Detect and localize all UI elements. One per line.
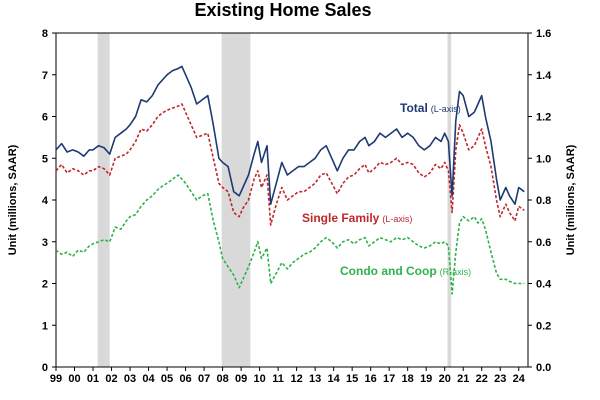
left-tick-label-7: 7 [42,70,48,82]
x-tick-label-5: 04 [142,373,155,385]
x-tick-label-3: 02 [105,373,117,385]
x-tick-label-24: 23 [494,373,506,385]
series-axis-note-condo-coop: (R-axis) [440,267,472,277]
series-name-single-family: Single Family [302,211,380,225]
plot-frame [55,32,529,368]
x-tick-label-25: 24 [513,373,526,385]
x-tick-label-20: 19 [420,373,432,385]
right-tick-label-7: 1.4 [536,70,552,82]
x-tick-label-23: 22 [476,373,488,385]
right-tick-label-8: 1.6 [536,28,551,40]
right-tick-label-2: 0.4 [536,279,552,291]
x-tick-label-10: 09 [235,373,247,385]
right-tick-label-6: 1.2 [536,112,551,124]
x-tick-label-22: 21 [457,373,469,385]
recession-band-2 [447,33,452,367]
series-axis-note-total: (L-axis) [431,104,461,114]
right-axis-label: Unit (millions, SAAR) [565,144,577,255]
left-tick-label-5: 5 [42,153,48,165]
x-tick-label-11: 10 [253,373,265,385]
x-tick-label-19: 18 [402,373,414,385]
series-name-condo-coop: Condo and Coop [340,264,437,278]
x-tick-label-18: 17 [383,373,395,385]
chart-title: Existing Home Sales [194,0,371,20]
series-axis-note-single-family: (L-axis) [382,214,412,224]
x-tick-label-6: 05 [161,373,173,385]
x-tick-label-1: 00 [68,373,80,385]
x-tick-label-8: 07 [198,373,210,385]
left-tick-label-3: 3 [42,237,48,249]
right-axis-ticks: 0.0 0.2 0.4 0.6 0.8 1.0 1.2 1.4 1.6 [528,28,552,374]
right-tick-label-0: 0.0 [536,362,551,374]
right-tick-label-4: 0.8 [536,195,551,207]
x-tick-label-9: 08 [216,373,228,385]
series-line-total [55,65,525,205]
left-tick-label-8: 8 [42,28,48,40]
series-line-condo-and-coop [55,174,525,295]
recession-band-1 [221,33,251,367]
left-axis-label: Unit (millions, SAAR) [7,144,19,255]
x-tick-label-4: 03 [124,373,136,385]
left-tick-label-4: 4 [42,195,49,207]
x-tick-label-21: 20 [439,373,451,385]
recession-shading [97,33,452,367]
left-tick-label-6: 6 [42,112,48,124]
series-line-single-family [55,103,525,226]
series-name-total: Total [400,101,428,115]
series-label-total: Total (L-axis) [400,101,461,115]
series-lines [55,65,525,295]
x-tick-label-12: 11 [272,373,284,385]
left-tick-label-0: 0 [42,362,48,374]
x-tick-label-0: 99 [50,373,62,385]
x-tick-label-2: 01 [87,373,99,385]
x-tick-label-7: 06 [179,373,191,385]
x-tick-label-15: 14 [328,373,341,385]
x-tick-label-13: 12 [291,373,303,385]
x-tick-label-16: 15 [346,373,358,385]
series-label-single-family: Single Family (L-axis) [302,211,412,225]
x-axis-ticks: 99 00 01 02 03 04 05 06 07 08 09 10 11 12 13 14 15 16 17 18… [50,367,526,385]
left-tick-label-1: 1 [42,320,48,332]
right-tick-label-1: 0.2 [536,320,551,332]
right-tick-label-5: 1.0 [536,153,551,165]
recession-band-0 [97,33,110,367]
series-label-condo-coop: Condo and Coop (R-axis) [340,264,471,278]
left-axis-ticks: 0 1 2 3 4 5 6 7 8 [42,28,56,374]
x-tick-label-17: 16 [365,373,377,385]
left-tick-label-2: 2 [42,279,48,291]
right-tick-label-3: 0.6 [536,237,551,249]
x-tick-label-14: 13 [309,373,321,385]
